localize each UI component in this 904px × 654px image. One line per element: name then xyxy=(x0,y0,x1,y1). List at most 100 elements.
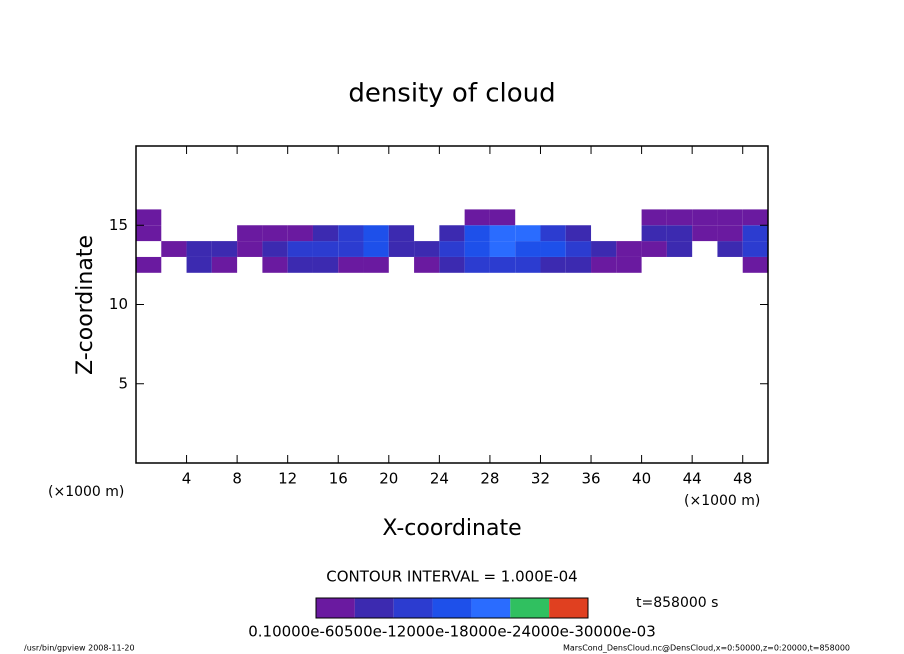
cell xyxy=(742,225,768,242)
cell xyxy=(666,225,693,242)
cell xyxy=(742,256,768,273)
cell xyxy=(489,256,516,273)
time-label: t=858000 s xyxy=(636,595,718,611)
x-tick-label: 28 xyxy=(480,470,499,488)
cell xyxy=(540,225,566,242)
footer-right: MarsCond_DensCloud.nc@DensCloud,x=0:5000… xyxy=(563,644,850,653)
y-tick-label: 10 xyxy=(109,295,128,313)
cell xyxy=(692,225,718,242)
cell xyxy=(338,241,364,257)
x-tick-label: 12 xyxy=(278,470,297,488)
colorbar-label: 0.10000e-60500e-12000e-18000e-24000e-300… xyxy=(248,623,656,641)
cell xyxy=(237,225,263,242)
cell xyxy=(262,241,288,257)
cell xyxy=(641,209,667,226)
cell xyxy=(717,241,743,257)
cell xyxy=(312,225,339,242)
x-tick-label: 36 xyxy=(581,470,600,488)
colorbar-swatch xyxy=(549,598,588,618)
chart-title: density of cloud xyxy=(348,79,555,109)
cell xyxy=(565,241,592,257)
y-tick-label: 15 xyxy=(109,216,128,234)
cell xyxy=(489,241,516,257)
cell xyxy=(287,225,313,242)
cell xyxy=(464,241,490,257)
cell xyxy=(515,256,541,273)
cell xyxy=(237,241,263,257)
cell xyxy=(515,225,541,242)
cell xyxy=(666,241,693,257)
cell xyxy=(161,241,187,257)
colorbar-swatch xyxy=(316,598,355,618)
cell xyxy=(388,225,415,242)
cell xyxy=(692,209,718,226)
colorbar-swatch xyxy=(510,598,550,618)
cell xyxy=(464,225,490,242)
cell xyxy=(439,256,465,273)
cell xyxy=(515,241,541,257)
cell xyxy=(439,225,465,242)
cell xyxy=(641,225,667,242)
cell xyxy=(616,241,642,257)
cell xyxy=(338,256,364,273)
cell xyxy=(742,241,768,257)
x-tick-label: 48 xyxy=(733,470,752,488)
cell xyxy=(540,256,566,273)
cell xyxy=(641,241,667,257)
footer-left: /usr/bin/gpview 2008-11-20 xyxy=(24,644,135,653)
x-tick-label: 44 xyxy=(683,470,702,488)
cell xyxy=(565,225,592,242)
x-tick-label: 4 xyxy=(182,470,192,488)
cell xyxy=(211,241,238,257)
cell xyxy=(742,209,768,226)
cell xyxy=(489,209,516,226)
cell xyxy=(363,241,389,257)
cell xyxy=(414,241,440,257)
cell xyxy=(540,241,566,257)
x-tick-label: 32 xyxy=(531,470,550,488)
x-unit-label: (×1000 m) xyxy=(684,493,760,509)
cell xyxy=(464,256,490,273)
cell xyxy=(136,225,162,242)
cell xyxy=(186,256,212,273)
cell xyxy=(388,241,415,257)
y-tick-label: 5 xyxy=(118,374,128,392)
cell xyxy=(262,225,288,242)
contour-interval: CONTOUR INTERVAL = 1.000E-04 xyxy=(326,568,577,586)
cell xyxy=(312,241,339,257)
x-axis-label: X-coordinate xyxy=(382,516,521,541)
cell xyxy=(591,241,617,257)
cell xyxy=(136,209,162,226)
cell xyxy=(439,241,465,257)
cell xyxy=(464,209,490,226)
cell xyxy=(717,225,743,242)
plot-frame xyxy=(135,145,769,464)
colorbar-swatch xyxy=(354,598,394,618)
cell xyxy=(186,241,212,257)
y-axis-label: Z-coordinate xyxy=(73,235,98,375)
x-tick-label: 8 xyxy=(232,470,242,488)
cell xyxy=(591,256,617,273)
cell xyxy=(565,256,592,273)
cell xyxy=(666,209,693,226)
cell xyxy=(616,256,642,273)
cell xyxy=(312,256,339,273)
cell xyxy=(363,256,389,273)
x-tick-label: 20 xyxy=(379,470,398,488)
cell xyxy=(211,256,238,273)
cell xyxy=(338,225,364,242)
cell xyxy=(287,256,313,273)
cell xyxy=(717,209,743,226)
x-tick-label: 16 xyxy=(329,470,348,488)
x-tick-label: 24 xyxy=(430,470,449,488)
cell xyxy=(489,225,516,242)
cell xyxy=(363,225,389,242)
cell xyxy=(414,256,440,273)
cell xyxy=(136,256,162,273)
x-unit-label: (×1000 m) xyxy=(48,484,124,500)
colorbar-swatch xyxy=(393,598,433,618)
cell xyxy=(287,241,313,257)
x-tick-label: 40 xyxy=(632,470,651,488)
colorbar-swatch xyxy=(471,598,511,618)
